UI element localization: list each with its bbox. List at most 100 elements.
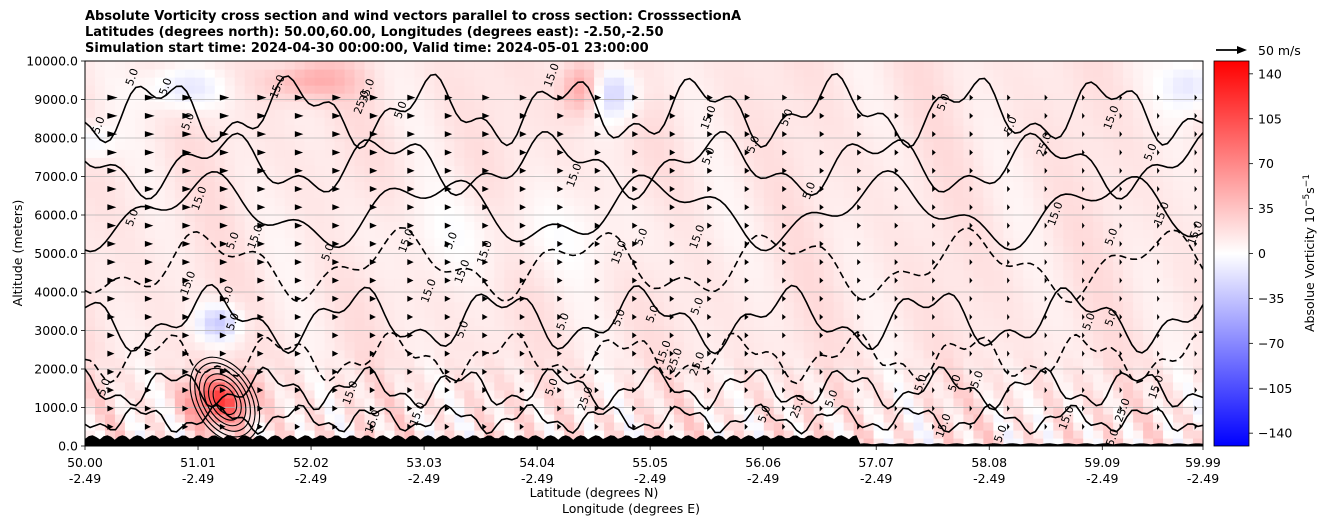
- field-cell: [1083, 77, 1094, 86]
- field-cell: [594, 317, 605, 327]
- field-cell: [1093, 221, 1104, 231]
- field-cell: [903, 77, 915, 86]
- field-cell: [1073, 309, 1084, 319]
- field-cell: [184, 357, 196, 367]
- field-cell: [394, 157, 406, 166]
- field-cell: [574, 269, 585, 279]
- field-cell: [713, 245, 725, 255]
- field-cell: [174, 93, 186, 102]
- field-cell: [444, 69, 455, 78]
- field-cell: [294, 141, 306, 150]
- field-cell: [154, 77, 166, 86]
- field-cell: [913, 181, 925, 190]
- field-cell: [644, 309, 655, 319]
- field-cell: [274, 229, 286, 239]
- field-cell: [134, 221, 146, 231]
- field-cell: [524, 341, 535, 351]
- field-cell: [743, 253, 755, 263]
- field-cell: [344, 349, 356, 359]
- field-cell: [1053, 373, 1064, 383]
- field-cell: [713, 197, 725, 206]
- field-cell: [843, 373, 855, 383]
- field-cell: [703, 181, 715, 190]
- field-cell: [963, 277, 975, 287]
- field-cell: [823, 325, 835, 335]
- field-cell: [244, 61, 256, 70]
- field-cell: [564, 325, 575, 335]
- field-cell: [154, 85, 166, 94]
- field-cell: [384, 333, 396, 343]
- field-cell: [723, 109, 735, 118]
- field-cell: [214, 413, 226, 423]
- field-cell: [683, 229, 695, 239]
- field-cell: [773, 157, 785, 166]
- field-cell: [983, 325, 994, 335]
- field-cell: [883, 245, 895, 255]
- field-cell: [863, 61, 875, 70]
- field-cell: [284, 109, 296, 118]
- field-cell: [963, 285, 975, 295]
- field-cell: [624, 397, 635, 407]
- field-cell: [484, 373, 495, 383]
- field-cell: [793, 373, 805, 383]
- field-cell: [104, 205, 116, 214]
- field-cell: [274, 365, 286, 375]
- field-cell: [863, 301, 875, 311]
- field-cell: [524, 245, 535, 255]
- field-cell: [284, 149, 296, 158]
- field-cell: [164, 157, 176, 166]
- field-cell: [494, 373, 505, 383]
- field-cell: [993, 157, 1004, 166]
- field-cell: [85, 77, 96, 86]
- field-cell: [683, 61, 695, 70]
- field-cell: [1033, 181, 1044, 190]
- field-cell: [154, 293, 166, 303]
- field-cell: [354, 389, 366, 399]
- field-cell: [843, 365, 855, 375]
- field-cell: [194, 157, 206, 166]
- field-cell: [404, 77, 416, 86]
- field-cell: [983, 269, 994, 279]
- field-cell: [1023, 381, 1034, 391]
- field-cell: [1083, 173, 1094, 182]
- field-cell: [454, 301, 465, 311]
- field-cell: [673, 397, 685, 407]
- field-cell: [1013, 293, 1024, 303]
- field-cell: [94, 133, 106, 142]
- field-cell: [703, 69, 715, 78]
- field-cell: [184, 293, 196, 303]
- field-cell: [1023, 197, 1034, 206]
- field-cell: [823, 117, 835, 126]
- field-cell: [873, 93, 885, 102]
- field-cell: [673, 101, 685, 110]
- field-cell: [444, 245, 455, 255]
- field-cell: [1063, 165, 1074, 174]
- field-cell: [354, 261, 366, 271]
- field-cell: [364, 365, 376, 375]
- field-cell: [274, 293, 286, 303]
- field-cell: [743, 85, 755, 94]
- field-cell: [244, 157, 256, 166]
- field-cell: [85, 389, 96, 399]
- field-cell: [723, 165, 735, 174]
- field-cell: [394, 341, 406, 351]
- field-cell: [85, 93, 96, 102]
- field-cell: [693, 389, 705, 399]
- field-cell: [194, 93, 206, 102]
- field-cell: [833, 261, 845, 271]
- field-cell: [544, 61, 555, 70]
- field-cell: [624, 101, 635, 110]
- field-cell: [414, 277, 425, 287]
- field-cell: [1103, 429, 1114, 439]
- field-cell: [683, 101, 695, 110]
- field-cell: [833, 133, 845, 142]
- field-cell: [434, 197, 445, 206]
- field-cell: [594, 429, 605, 439]
- field-cell: [1053, 293, 1064, 303]
- field-cell: [354, 197, 366, 206]
- field-cell: [1103, 437, 1114, 446]
- field-cell: [224, 301, 236, 311]
- field-cell: [853, 205, 865, 214]
- field-cell: [813, 357, 825, 367]
- field-cell: [843, 101, 855, 110]
